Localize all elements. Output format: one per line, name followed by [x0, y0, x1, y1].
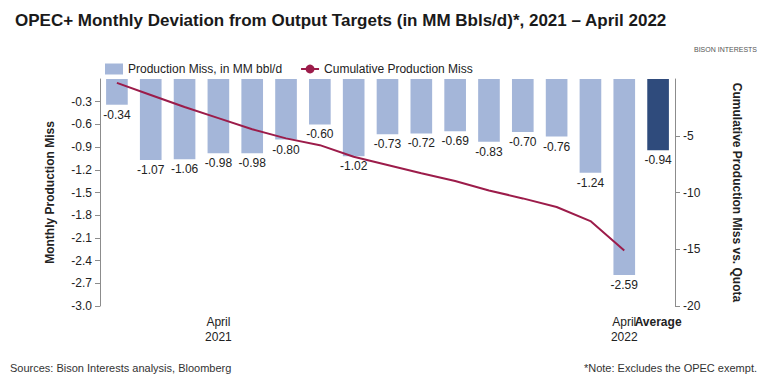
svg-text:-1.02: -1.02	[340, 159, 368, 173]
svg-text:-0.98: -0.98	[205, 156, 233, 170]
svg-text:Monthly Production Miss: Monthly Production Miss	[43, 121, 57, 264]
svg-text:-3.0: -3.0	[71, 299, 92, 313]
svg-text:-1.8: -1.8	[71, 208, 92, 222]
svg-text:BISON INTERESTS: BISON INTERESTS	[694, 46, 757, 53]
svg-text:-0.83: -0.83	[475, 145, 503, 159]
svg-text:-10: -10	[683, 186, 701, 200]
svg-text:-1.07: -1.07	[137, 163, 165, 177]
svg-text:2021: 2021	[205, 330, 232, 344]
svg-text:-20: -20	[683, 299, 701, 313]
svg-text:April: April	[206, 315, 230, 329]
svg-text:Average: Average	[635, 315, 682, 329]
svg-text:-0.6: -0.6	[71, 117, 92, 131]
svg-text:Cumulative Production Miss vs.: Cumulative Production Miss vs. Quota	[730, 83, 744, 303]
svg-text:-2.59: -2.59	[611, 278, 639, 292]
svg-text:-0.98: -0.98	[239, 156, 267, 170]
svg-text:-0.73: -0.73	[374, 137, 402, 151]
svg-text:-5: -5	[683, 129, 694, 143]
svg-text:-0.9: -0.9	[71, 140, 92, 154]
svg-text:-0.70: -0.70	[509, 135, 537, 149]
svg-text:April: April	[612, 315, 636, 329]
svg-text:-2.7: -2.7	[71, 276, 92, 290]
svg-text:-2.4: -2.4	[71, 254, 92, 268]
svg-text:2022: 2022	[611, 330, 638, 344]
svg-text:Cumulative Production Miss: Cumulative Production Miss	[324, 62, 473, 76]
svg-text:-15: -15	[683, 242, 701, 256]
svg-text:-0.34: -0.34	[103, 108, 131, 122]
svg-text:*Note: Excludes the OPEC exemp: *Note: Excludes the OPEC exempt.	[584, 362, 757, 374]
svg-text:Sources: Bison Interests analy: Sources: Bison Interests analysis, Bloom…	[10, 362, 231, 374]
svg-text:-0.94: -0.94	[644, 153, 672, 167]
svg-text:-0.60: -0.60	[306, 127, 334, 141]
svg-text:Production Miss, in MM bbl/d: Production Miss, in MM bbl/d	[128, 62, 282, 76]
svg-text:-1.5: -1.5	[71, 186, 92, 200]
svg-text:-0.3: -0.3	[71, 95, 92, 109]
svg-text:-2.1: -2.1	[71, 231, 92, 245]
svg-text:-0.72: -0.72	[408, 136, 436, 150]
svg-text:-0.76: -0.76	[543, 140, 571, 154]
svg-text:-1.24: -1.24	[577, 176, 605, 190]
svg-text:-1.06: -1.06	[171, 162, 199, 176]
svg-text:-1.2: -1.2	[71, 163, 92, 177]
svg-text:-0.80: -0.80	[272, 143, 300, 157]
svg-text:-0.69: -0.69	[441, 134, 469, 148]
svg-text:OPEC+ Monthly Deviation from O: OPEC+ Monthly Deviation from Output Targ…	[15, 11, 666, 30]
